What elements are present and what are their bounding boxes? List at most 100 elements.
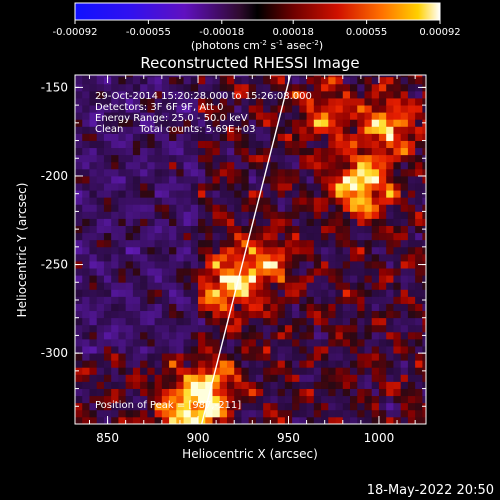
heatmap-cell — [328, 338, 336, 347]
heatmap-cell — [132, 190, 141, 198]
heatmap-cell — [103, 367, 112, 375]
heatmap-cell — [169, 83, 177, 92]
heatmap-cell — [147, 338, 156, 347]
heatmap-cell — [82, 161, 90, 170]
heatmap-cell — [212, 183, 221, 191]
heatmap-cell — [176, 204, 184, 212]
heatmap-cell — [169, 317, 177, 326]
heatmap-cell — [386, 147, 394, 156]
heatmap-cell — [161, 409, 170, 418]
heatmap-cell — [190, 374, 199, 382]
heatmap-cell — [96, 409, 105, 418]
heatmap-cell — [89, 360, 98, 368]
heatmap-cell — [75, 126, 83, 134]
heatmap-cell — [89, 218, 98, 226]
heatmap-cell — [292, 147, 300, 156]
heatmap-cell — [263, 140, 271, 149]
heatmap-cell — [234, 388, 242, 397]
heatmap-cell — [299, 353, 307, 361]
heatmap-cell — [111, 126, 119, 134]
heatmap-cell — [212, 133, 221, 141]
heatmap-cell — [299, 140, 307, 149]
heatmap-cell — [263, 225, 271, 234]
heatmap-cell — [75, 381, 83, 389]
heatmap-cell — [284, 324, 293, 333]
heatmap-cell — [328, 360, 336, 368]
heatmap-cell — [154, 381, 163, 389]
heatmap-cell — [415, 381, 423, 389]
heatmap-cell — [357, 282, 365, 290]
heatmap-cell — [400, 147, 409, 156]
heatmap-cell — [313, 239, 322, 248]
heatmap-cell — [154, 126, 163, 134]
heatmap-cell — [125, 374, 134, 382]
heatmap-cell — [111, 98, 119, 106]
heatmap-cell — [393, 239, 402, 248]
heatmap-cell — [415, 367, 423, 375]
heatmap-cell — [415, 105, 423, 113]
heatmap-cell — [118, 282, 127, 290]
heatmap-cell — [183, 381, 192, 389]
heatmap-cell — [263, 204, 271, 212]
heatmap-cell — [219, 133, 228, 141]
heatmap-cell — [140, 402, 148, 411]
heatmap-cell — [212, 275, 221, 283]
heatmap-cell — [313, 282, 322, 290]
heatmap-cell — [89, 402, 98, 411]
heatmap-cell — [241, 154, 250, 163]
heatmap-cell — [313, 324, 322, 333]
heatmap-cell — [118, 112, 127, 120]
heatmap-cell — [96, 353, 105, 361]
heatmap-cell — [154, 197, 163, 205]
heatmap-cell — [393, 395, 402, 404]
heatmap-cell — [350, 75, 358, 78]
heatmap-cell — [393, 211, 402, 219]
heatmap-cell — [205, 338, 213, 347]
heatmap-cell — [103, 268, 112, 276]
heatmap-cell — [198, 154, 206, 163]
heatmap-cell — [198, 303, 206, 312]
heatmap-cell — [111, 395, 119, 404]
heatmap-cell — [140, 83, 148, 92]
heatmap-cell — [205, 76, 213, 85]
heatmap-cell — [190, 239, 199, 248]
heatmap-cell — [393, 303, 402, 312]
heatmap-cell — [371, 161, 380, 170]
heatmap-cell — [176, 126, 184, 134]
heatmap-cell — [198, 126, 206, 134]
heatmap-cell — [132, 388, 141, 397]
heatmap-cell — [82, 416, 90, 424]
heatmap-cell — [82, 402, 90, 411]
heatmap-cell — [386, 253, 394, 262]
heatmap-cell — [198, 161, 206, 170]
heatmap-cell — [183, 296, 192, 304]
heatmap-cell — [212, 119, 221, 127]
heatmap-cell — [82, 239, 90, 248]
heatmap-cell — [198, 218, 206, 226]
heatmap-cell — [205, 105, 213, 113]
heatmap-cell — [263, 310, 271, 319]
heatmap-cell — [169, 409, 177, 418]
heatmap-cell — [190, 253, 199, 262]
heatmap-cell — [205, 268, 213, 276]
heatmap-cell — [212, 225, 221, 234]
heatmap-cell — [277, 133, 286, 141]
heatmap-cell — [292, 98, 300, 106]
heatmap-cell — [132, 261, 141, 269]
heatmap-cell — [147, 395, 156, 404]
axis-ticks: 850 900 950 1000-150-200-250-300 — [41, 75, 426, 445]
heatmap-cell — [154, 204, 163, 212]
heatmap-cell — [82, 225, 90, 234]
heatmap-cell — [205, 253, 213, 262]
heatmap-cell — [190, 346, 199, 354]
heatmap-cell — [140, 98, 148, 106]
heatmap-cell — [161, 75, 170, 78]
heatmap-cell — [299, 402, 307, 411]
heatmap-cell — [169, 395, 177, 404]
heatmap-cell — [415, 147, 423, 156]
heatmap-cell — [292, 409, 300, 418]
heatmap-cell — [198, 119, 206, 127]
heatmap-cell — [234, 268, 242, 276]
heatmap-cell — [415, 211, 423, 219]
heatmap-cell — [125, 90, 134, 99]
